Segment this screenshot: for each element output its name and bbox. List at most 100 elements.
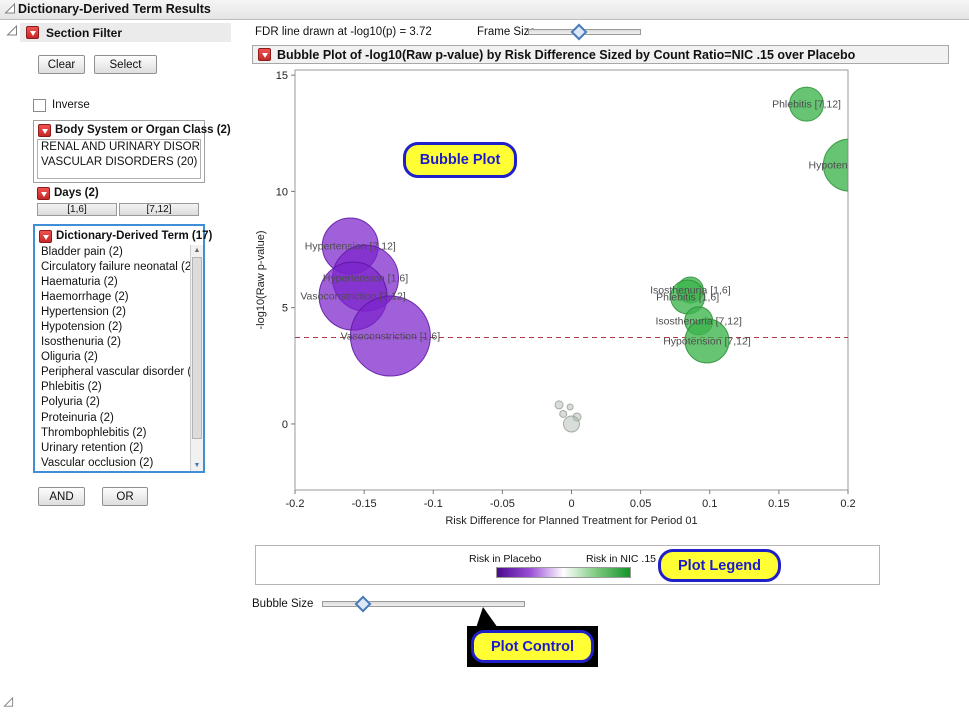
plot-legend-callout: Plot Legend: [658, 549, 781, 582]
window-title-bar: Dictionary-Derived Term Results: [0, 0, 969, 20]
section-filter-title: Section Filter: [46, 26, 123, 40]
bubble[interactable]: [559, 409, 568, 418]
bubble-label: Isosthenuria [7,12]: [655, 315, 741, 327]
legend-nic-label: Risk in NIC .15: [586, 553, 657, 565]
section-filter-red-triangle-icon[interactable]: [26, 26, 39, 39]
disclosure-open-icon[interactable]: [4, 3, 16, 15]
terms-list-item[interactable]: Phlebitis (2): [41, 381, 102, 394]
inverse-label: Inverse: [52, 99, 90, 111]
x-tick-label: -0.2: [286, 498, 305, 510]
bubble-label: Hypertension [7,12]: [305, 241, 396, 253]
plot-control-callout: Plot Control: [471, 630, 594, 663]
y-tick-label: 15: [276, 70, 288, 82]
terms-list-item[interactable]: Polyuria (2): [41, 396, 100, 409]
terms-list-item[interactable]: Isosthenuria (2): [41, 336, 121, 349]
days-title: Days (2): [54, 187, 99, 199]
x-tick-label: -0.05: [490, 498, 515, 510]
legend-placebo-label: Risk in Placebo: [469, 553, 542, 565]
bubble[interactable]: [566, 403, 574, 411]
bubble-plot-callout: Bubble Plot: [403, 142, 517, 178]
select-button[interactable]: Select: [94, 55, 157, 74]
x-tick-label: 0.1: [702, 498, 717, 510]
scrollbar-thumb[interactable]: [192, 257, 202, 439]
body-system-list: RENAL AND URINARY DISORD VASCULAR DISORDE…: [37, 139, 201, 179]
fdr-line-text: FDR line drawn at -log10(p) = 3.72: [255, 26, 432, 38]
frame-size-slider-thumb[interactable]: [570, 23, 588, 41]
terms-list-item[interactable]: Thrombophlebitis (2): [41, 426, 147, 439]
scrollbar-down-icon[interactable]: ▼: [193, 462, 201, 469]
bubble[interactable]: [563, 415, 580, 433]
x-axis-title: Risk Difference for Planned Treatment fo…: [445, 515, 697, 527]
terms-list-item[interactable]: Proteinuria (2): [41, 411, 114, 424]
y-axis-title: -log10(Raw p-value): [255, 230, 267, 329]
body-system-title: Body System or Organ Class (2): [55, 124, 231, 136]
bubble-label: Hypotension [7,12]: [663, 335, 751, 347]
plot-title-bar: Bubble Plot of -log10(Raw p-value) by Ri…: [252, 45, 949, 64]
bubble[interactable]: [572, 412, 582, 422]
days-button-1-6[interactable]: [1,6]: [37, 203, 117, 216]
or-button[interactable]: OR: [102, 487, 148, 506]
terms-list-item[interactable]: Oliguria (2): [41, 351, 98, 364]
terms-group: Dictionary-Derived Term (17) Bladder pai…: [33, 224, 212, 473]
x-tick-label: 0.2: [840, 498, 855, 510]
terms-scrollbar[interactable]: ▲ ▼: [190, 245, 203, 471]
x-tick-label: 0.15: [768, 498, 789, 510]
terms-list: Bladder pain (2) Circulatory failure neon…: [37, 245, 190, 471]
terms-title: Dictionary-Derived Term (17): [56, 230, 213, 242]
bubble[interactable]: [349, 295, 431, 377]
bubble-label: Vasoconstriction [1,6]: [341, 331, 441, 343]
bubble[interactable]: [684, 318, 730, 364]
y-tick-label: 10: [276, 186, 288, 198]
section-filter-header: Section Filter: [20, 23, 231, 42]
bubble-plot-canvas[interactable]: -0.2 -0.15 -0.1 -0.05 0 0.05 0.1 0.15 0.2 0 5 10 15 R…: [252, 64, 952, 534]
days-button-7-12[interactable]: [7,12]: [119, 203, 199, 216]
terms-list-item[interactable]: Urinary retention (2): [41, 441, 144, 454]
terms-list-item[interactable]: Hypertension (2): [41, 306, 127, 319]
bottom-disclosure-icon[interactable]: [3, 697, 14, 708]
scrollbar-up-icon[interactable]: ▲: [193, 247, 201, 254]
bubble-size-label: Bubble Size: [252, 598, 314, 610]
terms-list-item[interactable]: Vascular occlusion (2): [41, 456, 154, 469]
x-tick-label: 0: [568, 498, 574, 510]
days-red-triangle-icon[interactable]: [37, 187, 50, 200]
y-tick-label: 5: [282, 303, 288, 315]
plot-red-triangle-icon[interactable]: [258, 48, 271, 61]
terms-list-item[interactable]: Hypotension (2): [41, 321, 123, 334]
bubble[interactable]: [822, 138, 875, 192]
bubble[interactable]: [554, 400, 564, 410]
legend-gradient: [496, 567, 631, 578]
bubble-label: Vasoconstriction [7,12]: [300, 291, 406, 303]
bubble-size-slider-track[interactable]: [322, 601, 525, 607]
bubble-label: Hypertension [1,6]: [323, 273, 408, 285]
frame-size-label: Frame Size: [477, 26, 536, 38]
body-system-list-item[interactable]: RENAL AND URINARY DISORD: [41, 141, 200, 153]
days-group: Days (2) [1,6] [7,12]: [33, 186, 205, 219]
terms-red-triangle-icon[interactable]: [39, 230, 52, 243]
and-button[interactable]: AND: [38, 487, 85, 506]
bubble-label: Phlebitis [1,6]: [656, 291, 719, 303]
x-tick-label: 0.05: [630, 498, 651, 510]
plot-control-tail: [476, 607, 498, 628]
terms-list-item[interactable]: Peripheral vascular disorder (2): [41, 366, 190, 379]
bubble[interactable]: [789, 86, 825, 122]
bubble-label: Isosthenuria [1,6]: [650, 285, 731, 297]
x-tick-label: -0.1: [424, 498, 443, 510]
body-system-list-item[interactable]: VASCULAR DISORDERS (20): [41, 156, 198, 169]
terms-list-item[interactable]: Haematuria (2): [41, 276, 118, 289]
bubble-label: Phlebitis [7,12]: [772, 99, 841, 111]
plot-control-box: Plot Control: [467, 626, 598, 667]
window-title: Dictionary-Derived Term Results: [18, 2, 211, 16]
terms-list-item[interactable]: Haemorrhage (2): [41, 291, 129, 304]
clear-button[interactable]: Clear: [38, 55, 85, 74]
inverse-checkbox[interactable]: [33, 99, 46, 112]
bubble-label: Hypotension [1,6]: [809, 160, 891, 172]
terms-list-item[interactable]: Bladder pain (2): [41, 246, 123, 258]
section-filter-disclosure-icon[interactable]: [6, 25, 18, 37]
body-system-red-triangle-icon[interactable]: [38, 124, 51, 137]
x-tick-label: -0.15: [352, 498, 377, 510]
terms-list-item[interactable]: Circulatory failure neonatal (2): [41, 261, 190, 274]
y-tick-label: 0: [282, 419, 288, 431]
bubble-size-slider-thumb[interactable]: [354, 595, 372, 613]
plot-legend-box: Risk in Placebo Risk in NIC .15 Plot Leg…: [255, 545, 880, 585]
plot-title: Bubble Plot of -log10(Raw p-value) by Ri…: [277, 48, 856, 62]
